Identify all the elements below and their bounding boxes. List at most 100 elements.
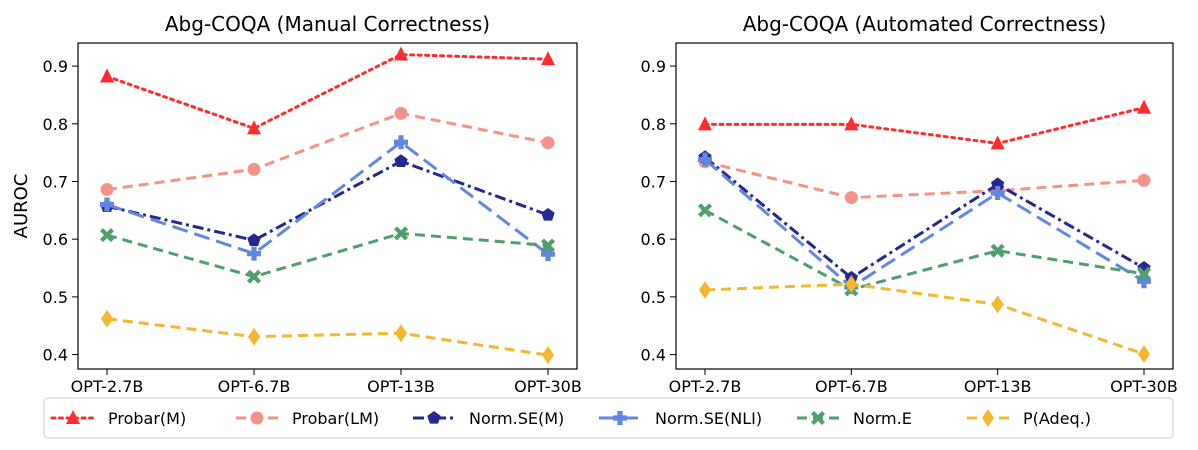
legend-label: P(Adeq.): [1023, 409, 1091, 428]
data-point: [844, 191, 858, 205]
x-tick-label: OPT-6.7B: [218, 377, 291, 396]
panel-2-frame: [675, 42, 1174, 370]
legend-marker: [811, 411, 825, 425]
legend: Probar(M) Probar(LM) Norm.SE(M) Norm.SE(NLI…: [43, 397, 1174, 439]
data-point: [394, 226, 408, 241]
data-point: [1137, 274, 1151, 289]
data-point: [541, 51, 555, 66]
legend-marker: [613, 411, 627, 425]
panel-2-series-norm-se-nli: [698, 152, 1151, 295]
panel-2-series-probar-m: [698, 99, 1151, 150]
series-line: [105, 53, 550, 131]
x-tick-label: OPT-2.7B: [71, 377, 144, 396]
panel-1-frame: [77, 42, 578, 370]
panel-1-series-norm-se-m: [100, 154, 555, 246]
data-point: [100, 228, 114, 243]
legend-item-p-adeq: P(Adeq.): [967, 409, 1091, 428]
data-point: [541, 247, 555, 262]
data-point: [394, 135, 408, 150]
data-point: [395, 324, 407, 343]
legend-label: Norm.E: [853, 409, 912, 428]
y-tick-label: 0.7: [641, 172, 666, 191]
data-point: [247, 162, 261, 176]
legend-label: Norm.SE(NLI): [655, 409, 762, 428]
y-tick-label: 0.9: [641, 57, 666, 76]
x-tick-label: OPT-13B: [964, 377, 1032, 396]
series-line: [106, 231, 549, 279]
data-point: [394, 46, 408, 61]
data-point: [541, 207, 555, 221]
panel-1-title: Abg-COQA (Manual Correctness): [165, 12, 490, 36]
y-tick-label: 0.5: [641, 288, 666, 307]
x-tick-label: OPT-6.7B: [815, 377, 888, 396]
x-tick-label: OPT-30B: [1110, 377, 1178, 396]
data-point: [844, 116, 859, 131]
series-line: [106, 111, 549, 192]
legend-marker: [427, 411, 441, 424]
y-tick-label: 0.9: [43, 57, 68, 76]
y-tick-label: 0.7: [43, 172, 68, 191]
series-line: [704, 156, 1145, 280]
legend-item-norm-e: Norm.E: [797, 409, 912, 428]
data-point: [699, 280, 711, 299]
panel-2-series-p-adeq: [699, 275, 1150, 363]
y-tick-label: 0.4: [641, 346, 666, 365]
x-tick-label: OPT-30B: [514, 377, 582, 396]
panel-2-title: Abg-COQA (Automated Correctness): [743, 12, 1107, 36]
series-line: [106, 317, 549, 357]
x-tick-label: OPT-13B: [367, 377, 435, 396]
data-point: [1138, 344, 1150, 363]
data-point: [101, 309, 113, 328]
data-point: [991, 177, 1005, 191]
legend-label: Probar(M): [108, 409, 186, 428]
legend-item-norm-se-nli: Norm.SE(NLI): [599, 409, 762, 428]
data-point: [247, 233, 261, 246]
data-point: [394, 154, 408, 167]
data-point: [100, 68, 114, 83]
data-point: [100, 183, 114, 197]
data-point: [845, 275, 858, 294]
panel-2: Abg-COQA (Automated Correctness) 0.4 0.5 0.…: [641, 12, 1178, 396]
panel-1-series-norm-e: [100, 226, 555, 284]
y-tick-label: 0.5: [43, 288, 68, 307]
data-point: [990, 135, 1005, 150]
data-point: [248, 327, 260, 346]
data-point: [247, 120, 261, 135]
legend-marker: [66, 410, 80, 424]
data-point: [100, 197, 114, 212]
data-point: [698, 152, 712, 167]
y-tick-label: 0.6: [43, 230, 68, 249]
x-tick-label: OPT-2.7B: [669, 377, 742, 396]
data-point: [698, 116, 712, 131]
data-point: [990, 186, 1005, 201]
panel-2-series-probar-lm: [698, 155, 1151, 205]
series-line: [704, 160, 1145, 200]
series-line: [106, 159, 549, 242]
data-point: [698, 203, 712, 218]
panel-1-series-probar-lm: [100, 106, 555, 197]
legend-label: Norm.SE(M): [469, 409, 564, 428]
data-point: [1137, 99, 1151, 114]
panel-2-series-norm-e: [698, 203, 1151, 297]
series-line: [704, 158, 1145, 289]
series-line: [704, 282, 1145, 356]
panel-1-series-p-adeq: [101, 309, 554, 365]
data-point: [247, 269, 261, 284]
legend-label: Probar(LM): [292, 409, 379, 428]
data-point: [394, 106, 408, 120]
data-point: [1137, 173, 1151, 187]
legend-marker: [250, 411, 264, 425]
y-tick-label: 0.6: [641, 230, 666, 249]
legend-item-probar-lm: Probar(LM): [236, 409, 379, 428]
data-point: [542, 346, 554, 365]
legend-marker: [982, 409, 994, 427]
data-point: [990, 243, 1005, 258]
y-tick-label: 0.8: [641, 115, 666, 134]
data-point: [1137, 266, 1151, 281]
data-point: [247, 246, 261, 261]
series-line: [704, 209, 1145, 291]
panel-1-series-probar-m: [100, 46, 555, 135]
data-point: [991, 295, 1004, 314]
panel-1-series-norm-se-nli: [100, 135, 555, 262]
